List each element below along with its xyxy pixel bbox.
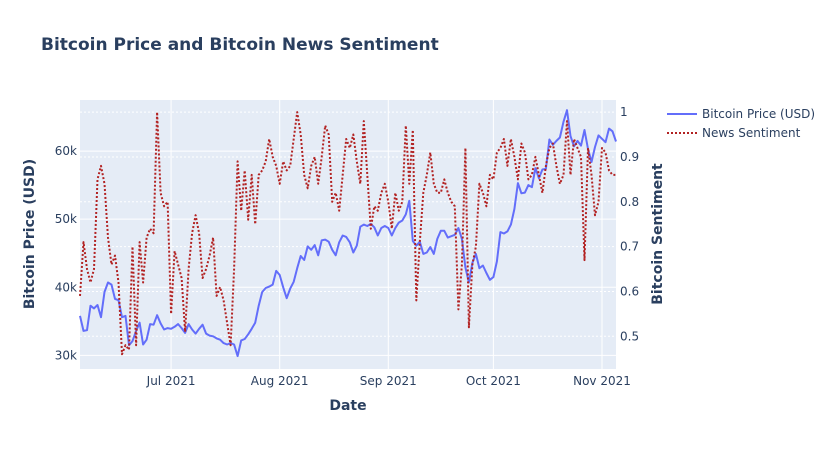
y-left-tick-label: 40k (55, 280, 77, 294)
y-right-tick-label: 0.8 (620, 195, 639, 209)
legend-label: News Sentiment (702, 126, 801, 140)
y-right-tick-label: 0.5 (620, 329, 639, 343)
y-left-tick-label: 50k (55, 212, 77, 226)
x-tick-label: Nov 2021 (573, 374, 631, 388)
y-right-tick-label: 0.6 (620, 284, 639, 298)
legend-label: Bitcoin Price (USD) (702, 107, 815, 121)
x-tick-label: Jul 2021 (146, 374, 196, 388)
series-line-news-sentiment[interactable] (79, 111, 616, 356)
plot-area (80, 100, 616, 369)
y-right-tick-label: 1 (620, 105, 628, 119)
series-line-bitcoin-price[interactable] (79, 109, 617, 358)
grid-lines (80, 100, 616, 369)
y-axis-left-ticks: 30k 40k 50k 60k (55, 144, 77, 362)
x-tick-label: Aug 2021 (251, 374, 309, 388)
series-layer (79, 109, 617, 358)
y-axis-right-title: Bitcoin Sentiment (650, 163, 666, 305)
chart-title: Bitcoin Price and Bitcoin News Sentiment (41, 35, 439, 55)
y-right-tick-label: 0.9 (620, 150, 639, 164)
x-axis-ticks: Jul 2021 Aug 2021 Sep 2021 Oct 2021 Nov 2021 (146, 374, 631, 388)
y-axis-right-ticks: 0.5 0.6 0.7 0.8 0.9 1 (620, 105, 639, 343)
y-right-tick-label: 0.7 (620, 240, 639, 254)
y-axis-left-title: Bitcoin Price (USD) (22, 159, 38, 309)
y-left-tick-label: 60k (55, 144, 77, 158)
x-tick-label: Oct 2021 (466, 374, 521, 388)
legend[interactable]: Bitcoin Price (USD) News Sentiment (667, 107, 815, 140)
y-left-tick-label: 30k (55, 348, 77, 362)
x-tick-label: Sep 2021 (360, 374, 417, 388)
x-axis-title: Date (329, 398, 366, 414)
